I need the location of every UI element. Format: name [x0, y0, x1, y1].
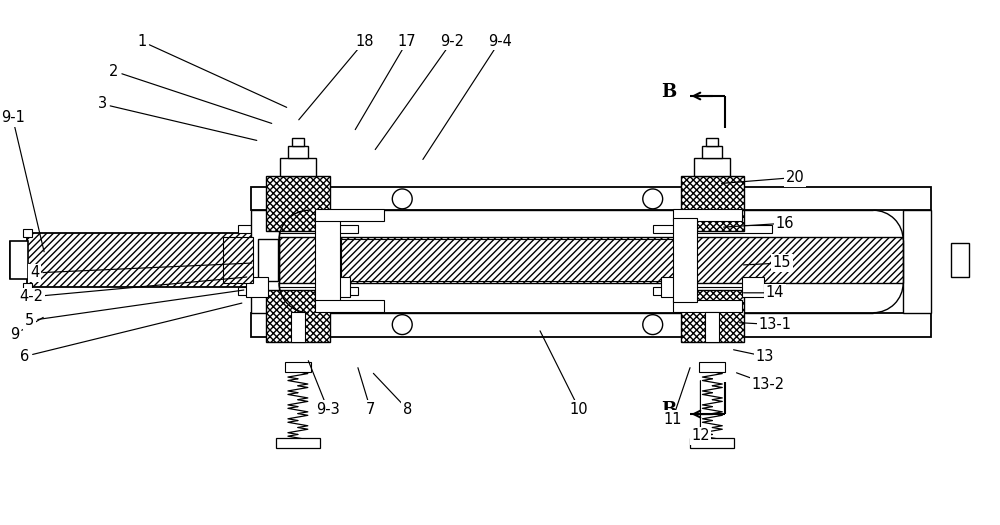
Bar	[27, 233, 260, 287]
Text: 12: 12	[691, 428, 710, 444]
Bar	[315, 209, 384, 220]
Bar	[266, 290, 330, 342]
Text: 3: 3	[98, 97, 107, 111]
Text: 14: 14	[766, 285, 784, 300]
Text: 2: 2	[109, 64, 119, 79]
Text: 10: 10	[570, 402, 588, 417]
Circle shape	[643, 314, 663, 334]
Bar	[661, 277, 683, 297]
Bar	[291, 312, 305, 342]
Bar	[258, 239, 278, 281]
Text: 4-2: 4-2	[20, 289, 44, 304]
Bar	[251, 313, 931, 337]
Text: B: B	[661, 83, 676, 101]
Text: 11: 11	[663, 412, 682, 426]
Bar	[673, 300, 742, 312]
Bar	[10, 240, 28, 279]
Text: 13-1: 13-1	[758, 317, 791, 332]
Bar	[223, 237, 253, 284]
Bar	[328, 277, 350, 297]
Bar	[251, 211, 279, 313]
Bar	[951, 243, 969, 277]
Bar	[315, 300, 384, 312]
Text: 18: 18	[355, 34, 374, 49]
Text: 20: 20	[785, 170, 804, 185]
Text: 5: 5	[25, 313, 34, 328]
Bar	[276, 438, 320, 448]
Bar	[251, 187, 931, 211]
Bar	[673, 218, 697, 302]
Text: 9-1: 9-1	[1, 110, 25, 125]
Bar	[653, 287, 772, 295]
Bar	[690, 438, 734, 448]
Bar	[702, 146, 722, 158]
Bar	[341, 239, 696, 281]
Circle shape	[392, 314, 412, 334]
Bar	[694, 158, 730, 176]
Text: 8: 8	[403, 402, 412, 417]
Text: 15: 15	[773, 256, 791, 270]
Bar	[705, 312, 719, 342]
Text: 4: 4	[30, 266, 39, 280]
Bar	[292, 138, 304, 146]
Bar	[266, 176, 330, 230]
Text: 9-4: 9-4	[488, 34, 512, 49]
Bar	[903, 211, 931, 313]
Bar	[742, 277, 764, 297]
Bar	[315, 218, 340, 302]
Bar	[23, 284, 32, 291]
Bar	[238, 287, 358, 295]
Bar	[653, 225, 772, 233]
Bar	[706, 138, 718, 146]
Text: 6: 6	[20, 349, 29, 364]
Text: 1: 1	[137, 34, 146, 49]
Bar	[285, 362, 311, 372]
Text: 9-2: 9-2	[440, 34, 464, 49]
Bar	[681, 176, 744, 230]
Bar	[23, 229, 32, 237]
Text: 7: 7	[366, 402, 375, 417]
Bar	[238, 225, 358, 233]
Text: 9-3: 9-3	[316, 402, 340, 417]
Text: B: B	[661, 401, 676, 419]
Bar	[673, 209, 742, 220]
Text: 16: 16	[776, 216, 794, 231]
Circle shape	[392, 189, 412, 209]
Bar	[256, 237, 926, 283]
Bar	[280, 158, 316, 176]
Circle shape	[643, 189, 663, 209]
Text: 17: 17	[398, 34, 417, 49]
Text: 13: 13	[756, 349, 774, 364]
Text: 9: 9	[10, 327, 19, 342]
Bar	[246, 277, 268, 297]
Bar	[681, 290, 744, 342]
Bar	[288, 146, 308, 158]
Text: 13-2: 13-2	[751, 377, 785, 392]
Bar	[699, 362, 725, 372]
